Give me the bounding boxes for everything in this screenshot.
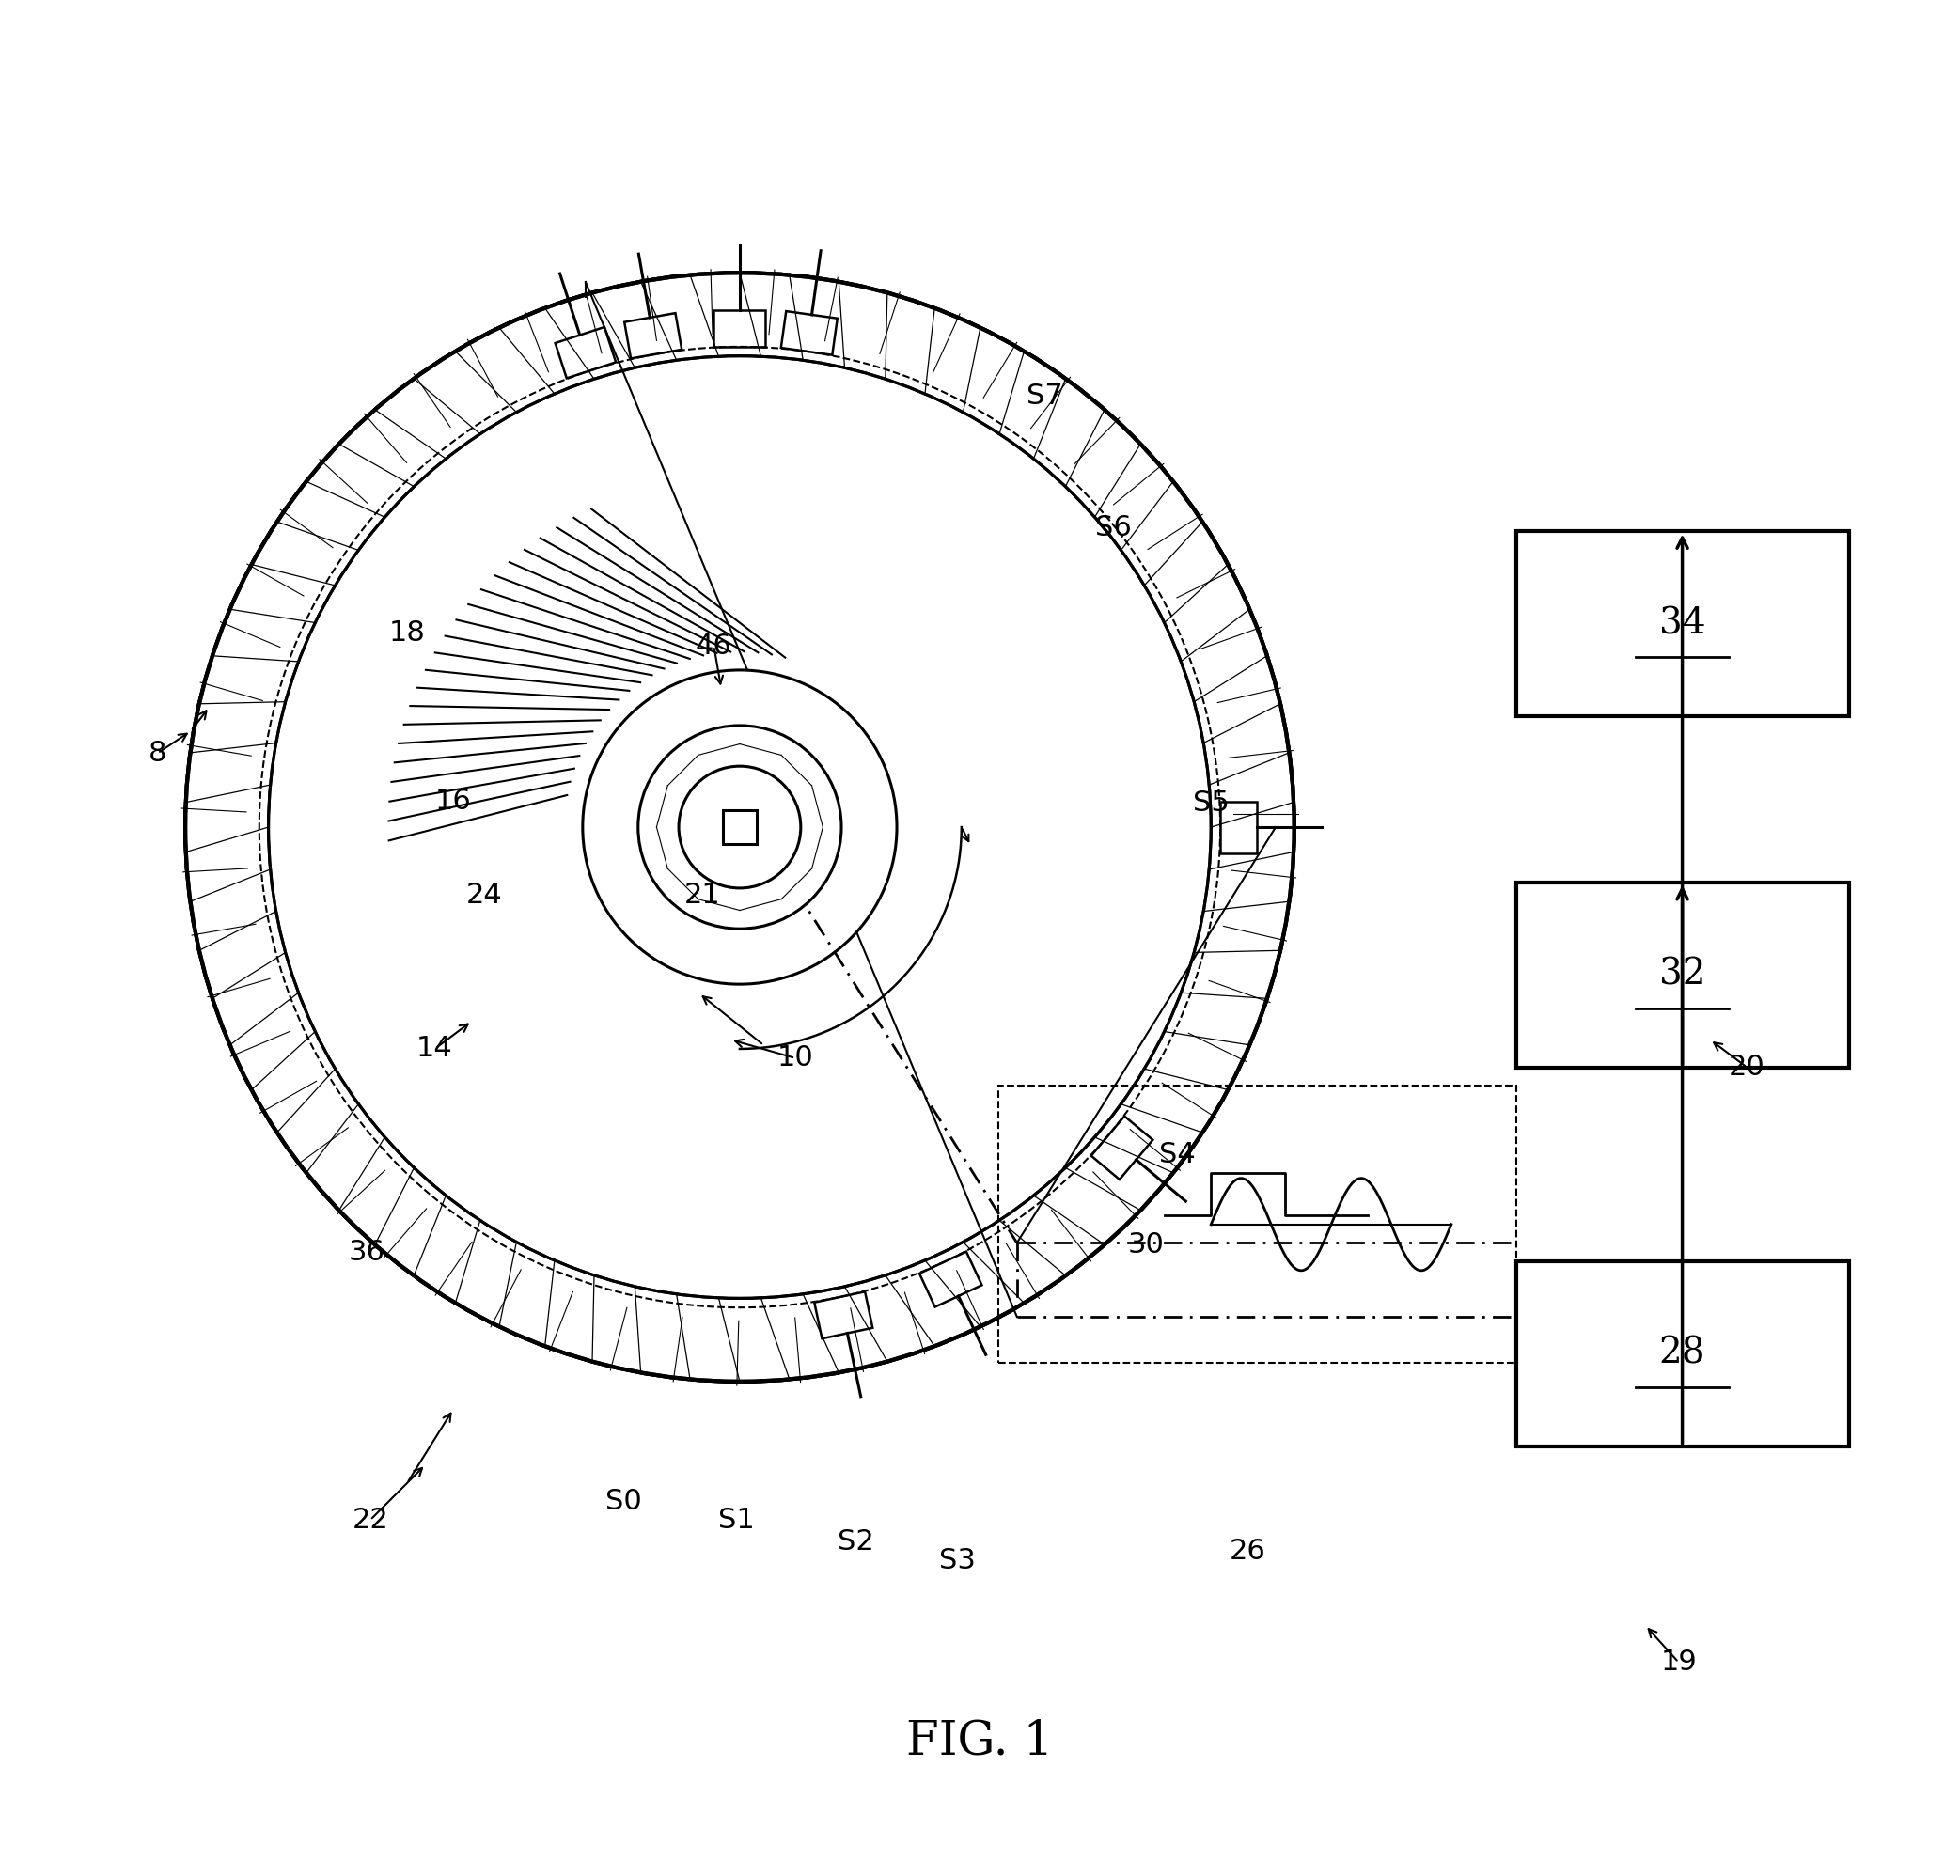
Bar <box>723 810 757 844</box>
Polygon shape <box>625 313 682 358</box>
Polygon shape <box>713 310 766 347</box>
Text: 8: 8 <box>149 739 167 767</box>
Text: S1: S1 <box>717 1506 755 1535</box>
Text: 22: 22 <box>353 1506 388 1535</box>
Text: 21: 21 <box>684 882 721 910</box>
Text: 14: 14 <box>417 1036 453 1062</box>
Circle shape <box>186 272 1294 1381</box>
Text: 20: 20 <box>1729 1054 1766 1081</box>
Text: 24: 24 <box>466 882 504 910</box>
Text: 46: 46 <box>696 632 733 660</box>
Circle shape <box>582 670 898 985</box>
Text: 36: 36 <box>349 1238 384 1266</box>
Text: S2: S2 <box>839 1529 874 1555</box>
Circle shape <box>678 765 802 887</box>
Polygon shape <box>919 1251 982 1308</box>
Polygon shape <box>1221 801 1256 854</box>
Text: 32: 32 <box>1658 957 1705 992</box>
Polygon shape <box>555 326 615 379</box>
Bar <box>1515 531 1848 717</box>
Text: 16: 16 <box>435 788 472 814</box>
Text: S4: S4 <box>1160 1141 1196 1169</box>
Text: S3: S3 <box>939 1548 976 1574</box>
Circle shape <box>269 356 1211 1298</box>
Text: 34: 34 <box>1658 606 1705 642</box>
Text: 10: 10 <box>776 1045 813 1071</box>
Text: S7: S7 <box>1027 383 1062 411</box>
Text: 18: 18 <box>388 619 425 647</box>
Polygon shape <box>813 1293 872 1339</box>
Circle shape <box>269 356 1211 1298</box>
Text: 19: 19 <box>1660 1649 1697 1675</box>
Bar <box>998 1086 1515 1364</box>
Bar <box>1515 1261 1848 1446</box>
Polygon shape <box>1092 1116 1152 1180</box>
Text: S0: S0 <box>606 1488 641 1516</box>
Circle shape <box>725 812 755 842</box>
Text: FIG. 1: FIG. 1 <box>907 1718 1054 1765</box>
Text: S6: S6 <box>1096 514 1131 542</box>
Text: 30: 30 <box>1129 1231 1164 1259</box>
Bar <box>1515 882 1848 1067</box>
Polygon shape <box>780 311 837 355</box>
Circle shape <box>639 726 841 929</box>
Text: 26: 26 <box>1229 1538 1266 1565</box>
Text: S5: S5 <box>1194 790 1229 816</box>
Circle shape <box>186 272 1294 1381</box>
Text: 28: 28 <box>1658 1336 1705 1371</box>
